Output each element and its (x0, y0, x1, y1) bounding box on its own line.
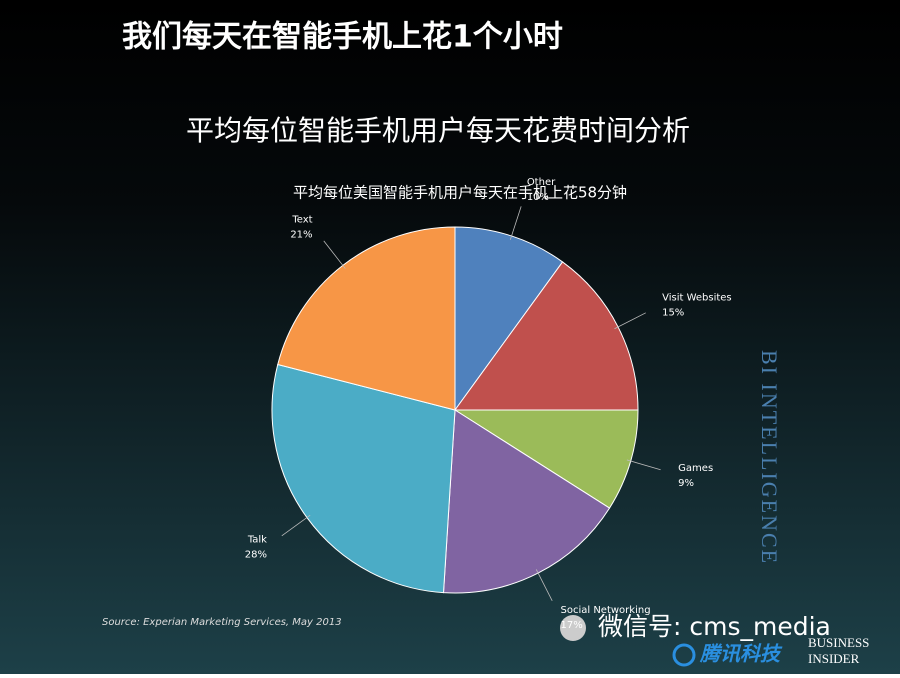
slice-label: Other (527, 177, 556, 188)
wechat-id: 微信号: cms_media (598, 612, 831, 641)
chart-title: 平均每位智能手机用户每天花费时间分析 (186, 114, 690, 147)
leader-line (626, 459, 661, 471)
slice-label: Social Networking (561, 605, 651, 616)
leader-line (614, 312, 646, 330)
leader-line (535, 569, 553, 601)
slice-label: Games (678, 463, 713, 474)
slice-value-label: 9% (678, 478, 694, 489)
logo-bi: INSIDER (808, 651, 860, 666)
slice-value-label: 17% (561, 620, 583, 631)
leader-line (509, 206, 522, 240)
slice-label: Visit Websites (662, 292, 732, 303)
watermark: BI INTELLIGENCE (757, 350, 782, 565)
source: Source: Experian Marketing Services, May… (102, 617, 342, 628)
logo-icon (672, 643, 696, 667)
slice-value-label: 15% (662, 307, 684, 318)
slice-label: Talk (247, 535, 267, 546)
wechat-icon (560, 615, 586, 641)
slice-value-label: 21% (290, 229, 312, 240)
heading: 我们每天在智能手机上花1个小时 (122, 20, 563, 55)
logo-bi: BUSINESS (808, 635, 869, 650)
slice-value-label: 28% (245, 550, 267, 561)
chart-subtitle: 平均每位美国智能手机用户每天在手机上花58分钟 (293, 184, 627, 202)
leader-line (281, 514, 311, 537)
slice-label: Text (291, 214, 312, 225)
logo-tencent: 腾讯科技 (699, 642, 783, 666)
leader-line (323, 240, 346, 269)
slice-value-label: 10% (527, 192, 549, 203)
